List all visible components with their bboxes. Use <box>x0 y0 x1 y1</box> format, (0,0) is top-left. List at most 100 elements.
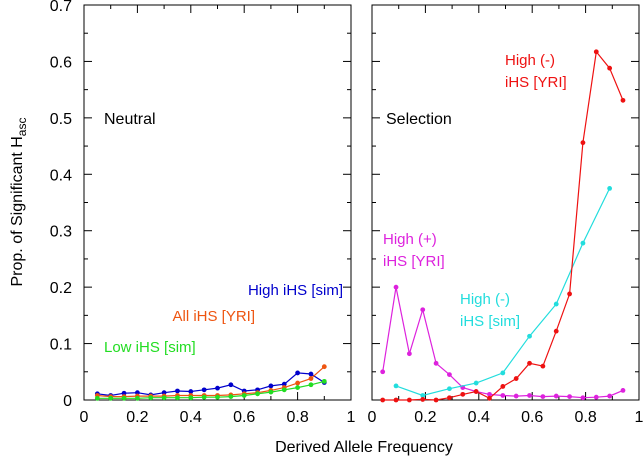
data-point-high-plus-ihs-yri <box>393 284 399 290</box>
panel-selection: 0 0.2 0.4 0.6 0.8 1 Selection High (+) iHS [Y… <box>368 4 644 426</box>
data-point-low-ihs-sim <box>308 382 314 388</box>
data-point-high-minus-ihs-yri <box>393 397 399 403</box>
panel-selection-ticks: 0 0.2 0.4 0.6 0.8 1 <box>368 4 644 426</box>
y-tick-label: 0.1 <box>50 337 72 354</box>
data-point-high-minus-ihs-yri <box>607 65 613 71</box>
data-point-high-plus-ihs-yri <box>513 393 519 399</box>
data-point-high-plus-ihs-yri <box>620 388 626 393</box>
data-point-high-plus-ihs-yri <box>447 372 452 378</box>
legend-label-high-minus-ihs-yri: High (-) iHS [YRI] <box>505 52 567 91</box>
data-point-high-minus-ihs-yri <box>620 97 626 103</box>
data-point-high-minus-ihs-yri <box>513 376 519 381</box>
data-point-all-ihs-yri <box>321 364 327 370</box>
data-point-high-ihs-sim <box>188 389 194 394</box>
data-point-high-minus-ihs-sim <box>580 240 586 246</box>
data-point-low-ihs-sim <box>94 395 100 401</box>
x-tick-label: 0.4 <box>468 409 490 426</box>
x-tick-label: 0 <box>368 409 377 426</box>
x-tick-label: 0.4 <box>180 409 202 426</box>
data-point-high-ihs-sim <box>268 383 274 389</box>
data-point-high-minus-ihs-yri <box>460 391 466 397</box>
x-tick-label: 0.8 <box>574 409 596 426</box>
data-point-high-minus-ihs-yri <box>433 397 439 403</box>
y-tick-label: 0.3 <box>50 224 72 241</box>
y-tick-label: 0 <box>63 393 72 410</box>
data-point-high-minus-ihs-sim <box>447 386 452 392</box>
data-point-low-ihs-sim <box>121 395 127 401</box>
data-point-high-minus-ihs-sim <box>420 393 426 398</box>
data-point-high-minus-ihs-yri <box>473 389 479 394</box>
data-point-high-minus-ihs-sim <box>607 185 613 191</box>
data-point-high-minus-ihs-yri <box>593 49 599 55</box>
legend-label-high-minus-ihs-sim-line-1: High (-) <box>460 291 510 308</box>
data-point-low-ihs-sim <box>295 385 300 390</box>
data-point-high-ihs-sim <box>281 381 287 387</box>
data-point-high-plus-ihs-yri <box>607 393 613 399</box>
panel-neutral-ticks: 0 0.2 0.4 0.6 0.8 1 0 0.1 0.2 0.3 0.4 0.5 0.6 0.7 <box>50 0 356 426</box>
legend-label-high-minus-ihs-sim: High (-) iHS [sim] <box>460 291 520 330</box>
data-point-high-ihs-sim <box>295 370 300 376</box>
data-point-low-ihs-sim <box>281 387 287 393</box>
x-tick-label: 0.2 <box>414 409 436 426</box>
data-point-high-minus-ihs-sim <box>527 333 532 339</box>
data-point-high-ihs-sim <box>308 371 314 377</box>
data-point-high-plus-ihs-yri <box>420 307 426 313</box>
data-point-high-minus-ihs-yri <box>553 328 559 334</box>
panel-neutral-series <box>94 364 327 401</box>
data-point-low-ihs-sim <box>255 391 260 397</box>
data-point-low-ihs-sim <box>135 395 140 401</box>
data-point-high-plus-ihs-yri <box>500 393 506 398</box>
data-point-low-ihs-sim <box>148 395 154 401</box>
y-tick-label: 0.7 <box>50 0 72 15</box>
x-tick-label: 0.6 <box>521 409 543 426</box>
data-point-high-plus-ihs-yri <box>487 391 492 397</box>
data-point-high-minus-ihs-yri <box>567 291 572 297</box>
legend-label-high-minus-ihs-sim-line-2: iHS [sim] <box>460 313 520 330</box>
data-point-high-plus-ihs-yri <box>433 360 439 366</box>
panel-selection-label: Selection <box>386 111 452 128</box>
data-point-low-ihs-sim <box>201 394 207 400</box>
data-point-high-plus-ihs-yri <box>580 395 586 401</box>
data-point-high-minus-ihs-yri <box>540 363 546 369</box>
data-point-high-minus-ihs-yri <box>500 384 506 389</box>
y-tick-label: 0.6 <box>50 54 72 71</box>
data-point-high-plus-ihs-yri <box>553 393 559 399</box>
data-point-high-ihs-sim <box>161 390 167 396</box>
legend-label-high-plus-ihs-yri-line-2: iHS [YRI] <box>383 253 445 270</box>
data-point-high-minus-ihs-sim <box>500 370 506 376</box>
panel-neutral-label: Neutral <box>104 111 156 128</box>
data-point-low-ihs-sim <box>241 393 247 398</box>
legend-label-low-ihs-sim: Low iHS [sim] <box>104 339 196 356</box>
data-point-all-ihs-yri <box>308 376 314 381</box>
data-point-high-plus-ihs-yri <box>527 393 532 398</box>
legend-label-high-minus-ihs-yri-line-2: iHS [YRI] <box>505 74 567 91</box>
y-tick-label: 0.5 <box>50 111 72 128</box>
y-tick-label: 0.2 <box>50 280 72 297</box>
data-point-high-minus-ihs-yri <box>380 397 386 403</box>
data-point-low-ihs-sim <box>188 395 194 401</box>
data-point-high-minus-ihs-yri <box>487 395 492 401</box>
data-point-high-minus-ihs-yri <box>527 360 532 366</box>
data-point-high-plus-ihs-yri <box>593 394 599 400</box>
data-point-low-ihs-sim <box>215 394 220 400</box>
data-point-high-ihs-sim <box>228 382 234 388</box>
legend-label-high-ihs-sim: High iHS [sim] <box>248 282 343 299</box>
data-point-high-minus-ihs-sim <box>473 380 479 386</box>
data-point-high-ihs-sim <box>121 390 127 396</box>
x-tick-label: 0 <box>80 409 89 426</box>
x-tick-label: 0.6 <box>233 409 255 426</box>
legend-label-high-plus-ihs-yri-line-1: High (+) <box>383 231 437 248</box>
data-point-high-ihs-sim <box>215 385 220 391</box>
data-point-high-minus-ihs-yri <box>420 397 426 402</box>
x-tick-label: 0.8 <box>286 409 308 426</box>
data-point-high-plus-ihs-yri <box>567 394 572 400</box>
y-tick-label: 0.4 <box>50 167 72 184</box>
data-point-high-plus-ihs-yri <box>406 351 412 357</box>
data-point-high-ihs-sim <box>201 387 207 393</box>
data-point-low-ihs-sim <box>175 395 180 401</box>
data-point-high-minus-ihs-yri <box>406 397 412 403</box>
series-line-high-ihs-sim <box>97 372 325 397</box>
data-point-low-ihs-sim <box>228 394 234 400</box>
data-point-high-minus-ihs-yri <box>447 395 452 401</box>
